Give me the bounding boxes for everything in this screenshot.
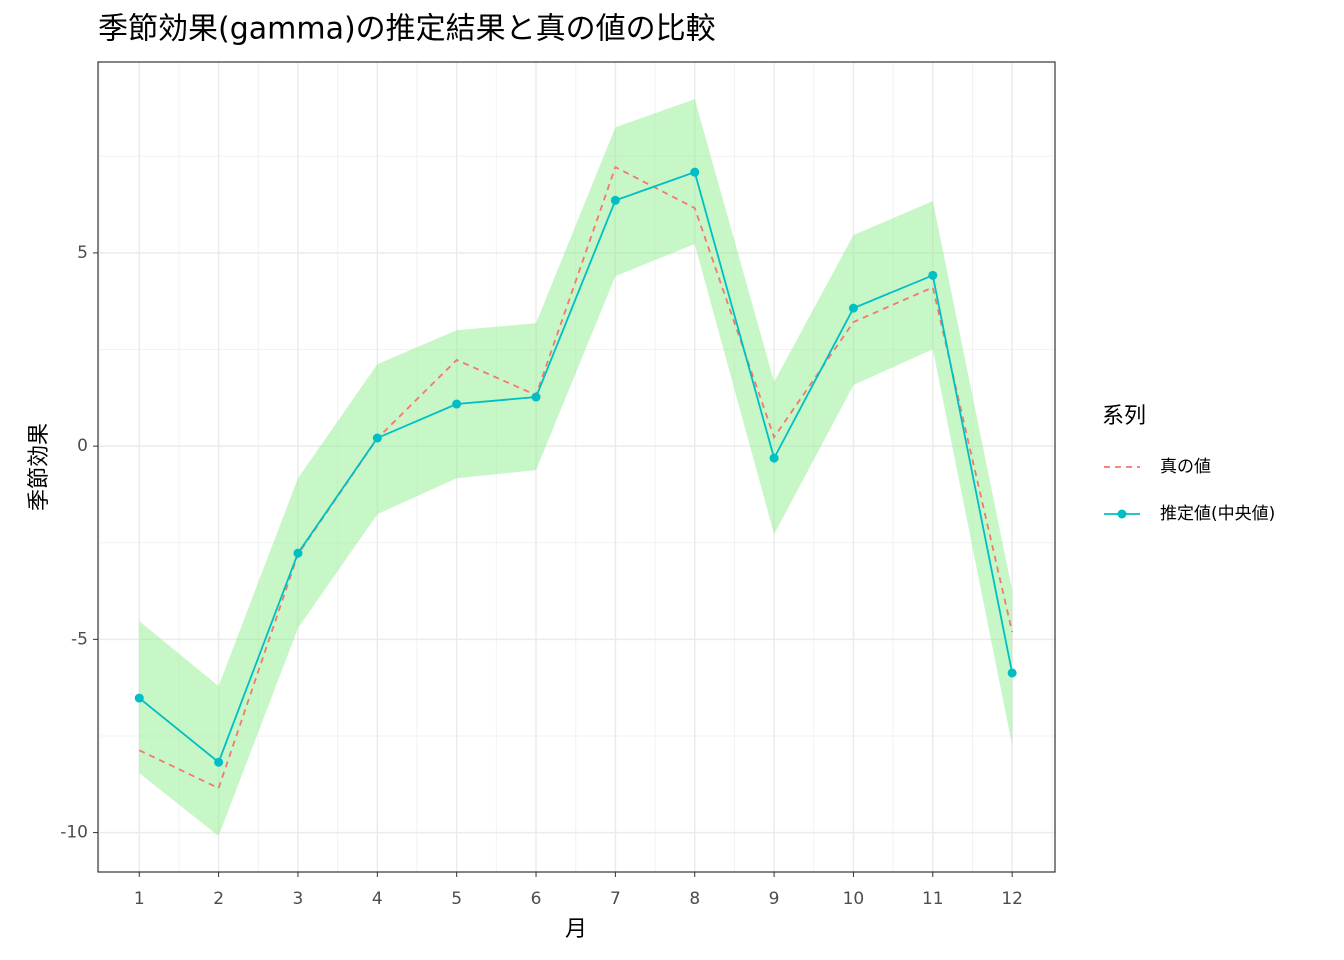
- series-line: [138, 170, 1014, 764]
- x-tick-label: 10: [843, 889, 865, 909]
- x-tick-label: 8: [689, 889, 700, 909]
- point: [134, 693, 144, 703]
- x-tick-label: 1: [134, 889, 145, 909]
- point: [531, 392, 541, 402]
- x-tick-label: 4: [372, 889, 383, 909]
- y-tick-label: -5: [71, 629, 88, 649]
- x-tick-label: 7: [610, 889, 621, 909]
- legend-label: 真の値: [1160, 457, 1211, 477]
- point: [928, 270, 938, 280]
- y-tick-label: -10: [60, 823, 88, 843]
- point: [1007, 668, 1017, 678]
- point: [372, 433, 382, 443]
- legend-marker: [1117, 509, 1127, 519]
- point: [769, 453, 779, 463]
- chart-title: 季節効果(gamma)の推定結果と真の値の比較: [98, 12, 716, 47]
- x-tick-label: 9: [769, 889, 780, 909]
- point: [610, 195, 620, 205]
- y-axis-title: 季節効果: [27, 423, 52, 511]
- x-axis-title: 月: [565, 917, 587, 942]
- x-tick-label: 6: [531, 889, 542, 909]
- x-tick-label: 5: [451, 889, 462, 909]
- x-tick-label: 11: [922, 889, 944, 909]
- series-line: [138, 165, 1014, 790]
- plot-border: [97, 61, 1056, 873]
- y-tick-label: 5: [77, 243, 88, 263]
- point: [690, 167, 700, 177]
- x-tick-label: 2: [213, 889, 224, 909]
- point: [848, 303, 858, 313]
- legend-label: 推定値(中央値): [1160, 504, 1275, 524]
- point: [452, 399, 462, 409]
- legend-title: 系列: [1102, 404, 1146, 429]
- y-tick-label: 0: [77, 436, 88, 456]
- point: [293, 548, 303, 558]
- x-tick-label: 12: [1001, 889, 1023, 909]
- point: [214, 757, 224, 767]
- x-tick-label: 3: [293, 889, 304, 909]
